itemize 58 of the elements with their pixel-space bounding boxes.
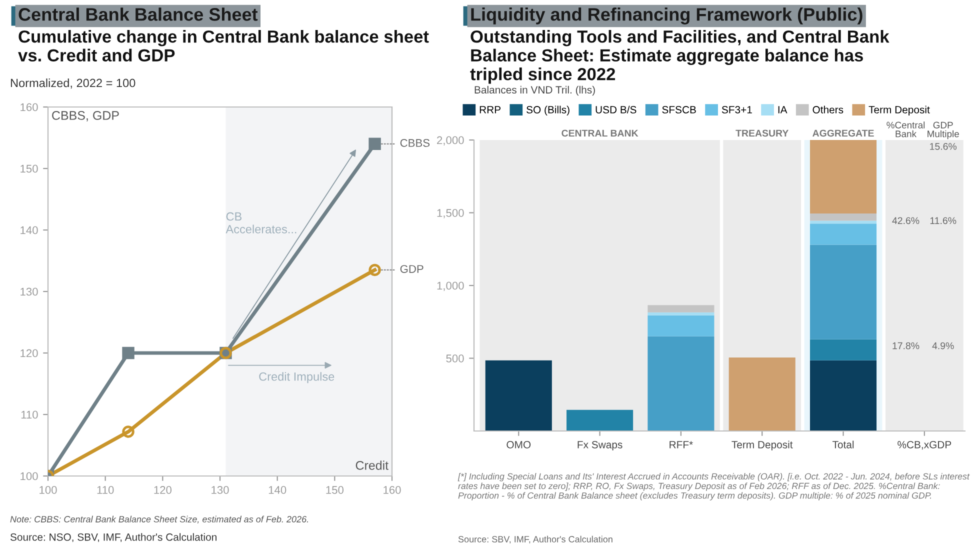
x-tick-label: 110 xyxy=(97,486,114,494)
x-tick-label: OMO xyxy=(506,440,531,448)
x-tick-label: Total xyxy=(832,440,854,448)
x-axis-title: Credit xyxy=(356,460,388,470)
text: [*] Including Special Loans and Its' Interest Accrued in Accounts Receivable (OAR). [i.e. Oct. 2022 - Jun. 2024, before SLs interest rates have been set to zero]; RRP, RO, Fx Swaps, Treasury Deposit as of Feb 2026; RFF as of Dec. 2025. %Central Bank: Proportion - % of Central Bank Balance sheet (excludes Treasury term deposits). GDP multiple: % of 2025 nominal GDP. xyxy=(458,473,970,500)
band-label: CENTRAL BANK xyxy=(562,130,638,137)
annotation: Credit Impulse xyxy=(259,372,334,384)
y-tick-label: 150 xyxy=(20,164,38,173)
y-tick-label: 130 xyxy=(20,288,38,296)
legend-label: SO (Bills) xyxy=(526,106,570,116)
text: %Central Bank xyxy=(886,122,925,138)
annotation: 15.6% xyxy=(930,143,957,150)
band-label: TREASURY xyxy=(736,130,789,137)
x-tick-label: %CB,xGDP xyxy=(898,440,952,450)
annotation: 42.6% xyxy=(892,217,920,224)
y-tick-label: 1,500 xyxy=(437,209,464,218)
band-label: AGGREGATE xyxy=(812,130,874,137)
y-tick-label: 1,000 xyxy=(437,282,464,291)
annotation: 4.9% xyxy=(932,342,954,350)
x-tick-label: 100 xyxy=(40,486,57,494)
chart-subtitle: Outstanding Tools and Facilities, and Central Bank Balance Sheet: Estimate aggregate balance has tripled since 2022 xyxy=(470,30,890,84)
y-tick-label: 2,000 xyxy=(437,136,464,146)
series-label: GDP xyxy=(400,265,424,273)
legend-label: RRP xyxy=(480,106,501,114)
y-tick-label: 500 xyxy=(446,354,464,362)
legend-label: USD B/S xyxy=(596,106,636,114)
legend-label: SF3+1 xyxy=(722,106,752,114)
y-tick-label: 100 xyxy=(20,472,38,480)
legend-label: Term Deposit xyxy=(868,106,930,116)
y-axis-title: CBBS, GDP xyxy=(52,111,119,122)
source-note: Source: NSO, SBV, IMF, Author's Calculation xyxy=(10,533,216,542)
text: GDP Multiple xyxy=(928,122,959,140)
annotation: CB Accelerates... xyxy=(226,212,296,234)
annotation: 11.6% xyxy=(930,217,956,224)
legend-label: SFSCB xyxy=(662,106,696,114)
annotation: 17.8% xyxy=(892,342,920,350)
x-tick-label: 130 xyxy=(212,486,229,494)
x-tick-label: Fx Swaps xyxy=(578,440,622,450)
chart-subtitle: Cumulative change in Central Bank balance sheet vs. Credit and GDP xyxy=(18,30,429,62)
x-tick-label: 140 xyxy=(268,486,286,494)
y-tick-label: 120 xyxy=(20,349,38,358)
text: Normalized, 2022 = 100 xyxy=(10,78,136,89)
chart-title: Liquidity and Refinancing Framework (Public) xyxy=(471,8,862,24)
chart-title: Central Bank Balance Sheet xyxy=(18,8,258,21)
y-axis-title: Balances in VND Tril. (lhs) xyxy=(474,86,595,96)
x-tick-label: 120 xyxy=(154,486,172,494)
x-tick-label: RFF* xyxy=(670,441,693,448)
x-tick-label: 160 xyxy=(384,486,401,494)
x-tick-label: 150 xyxy=(326,486,344,494)
legend-label: IA xyxy=(778,106,788,114)
y-tick-label: 140 xyxy=(20,226,38,234)
series-label: CBBS xyxy=(400,139,430,147)
x-tick-label: Term Deposit xyxy=(732,440,793,450)
legend-label: Others xyxy=(812,106,844,114)
y-tick-label: 110 xyxy=(21,410,38,419)
source-note: Source: SBV, IMF, Author's Calculation xyxy=(458,536,612,544)
y-tick-label: 160 xyxy=(20,103,38,112)
text: Note: CBBS: Central Bank Balance Sheet Size, estimated as of Feb. 2026. xyxy=(10,516,308,524)
